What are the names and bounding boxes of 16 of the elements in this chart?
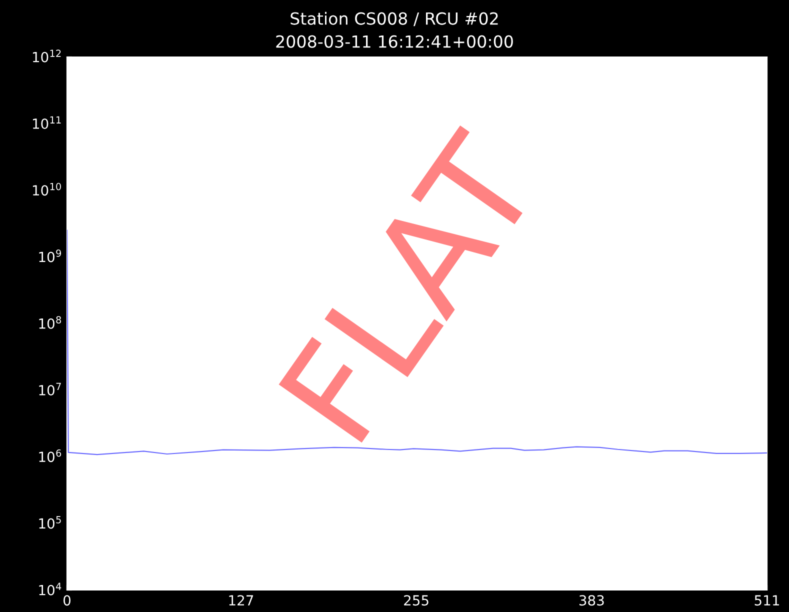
chart-title: Station CS008 / RCU #02 — [290, 12, 498, 26]
y-tick-label: 10$^{7}$ — [39, 382, 61, 396]
x-tick-label: 511 — [754, 595, 779, 606]
y-tick-label: 10$^{4}$ — [39, 582, 62, 596]
x-tick-label: 127 — [229, 595, 254, 606]
y-tick-label: 10$^{10}$ — [32, 182, 61, 196]
x-tick-label: 383 — [579, 595, 604, 606]
y-tick-label: 10$^{5}$ — [39, 516, 61, 529]
x-tick-label: 255 — [404, 595, 428, 606]
y-tick-label: 10$^{8}$ — [39, 316, 62, 329]
y-tick-label: 10$^{12}$ — [32, 50, 61, 62]
y-tick-label: 10$^{11}$ — [32, 116, 61, 130]
y-tick-label: 10$^{6}$ — [39, 449, 62, 462]
chart-subtitle: 2008-03-11 16:12:41+00:00 — [276, 35, 513, 48]
x-tick-label: 0 — [63, 595, 70, 606]
y-tick-label: 10$^{9}$ — [39, 250, 62, 262]
